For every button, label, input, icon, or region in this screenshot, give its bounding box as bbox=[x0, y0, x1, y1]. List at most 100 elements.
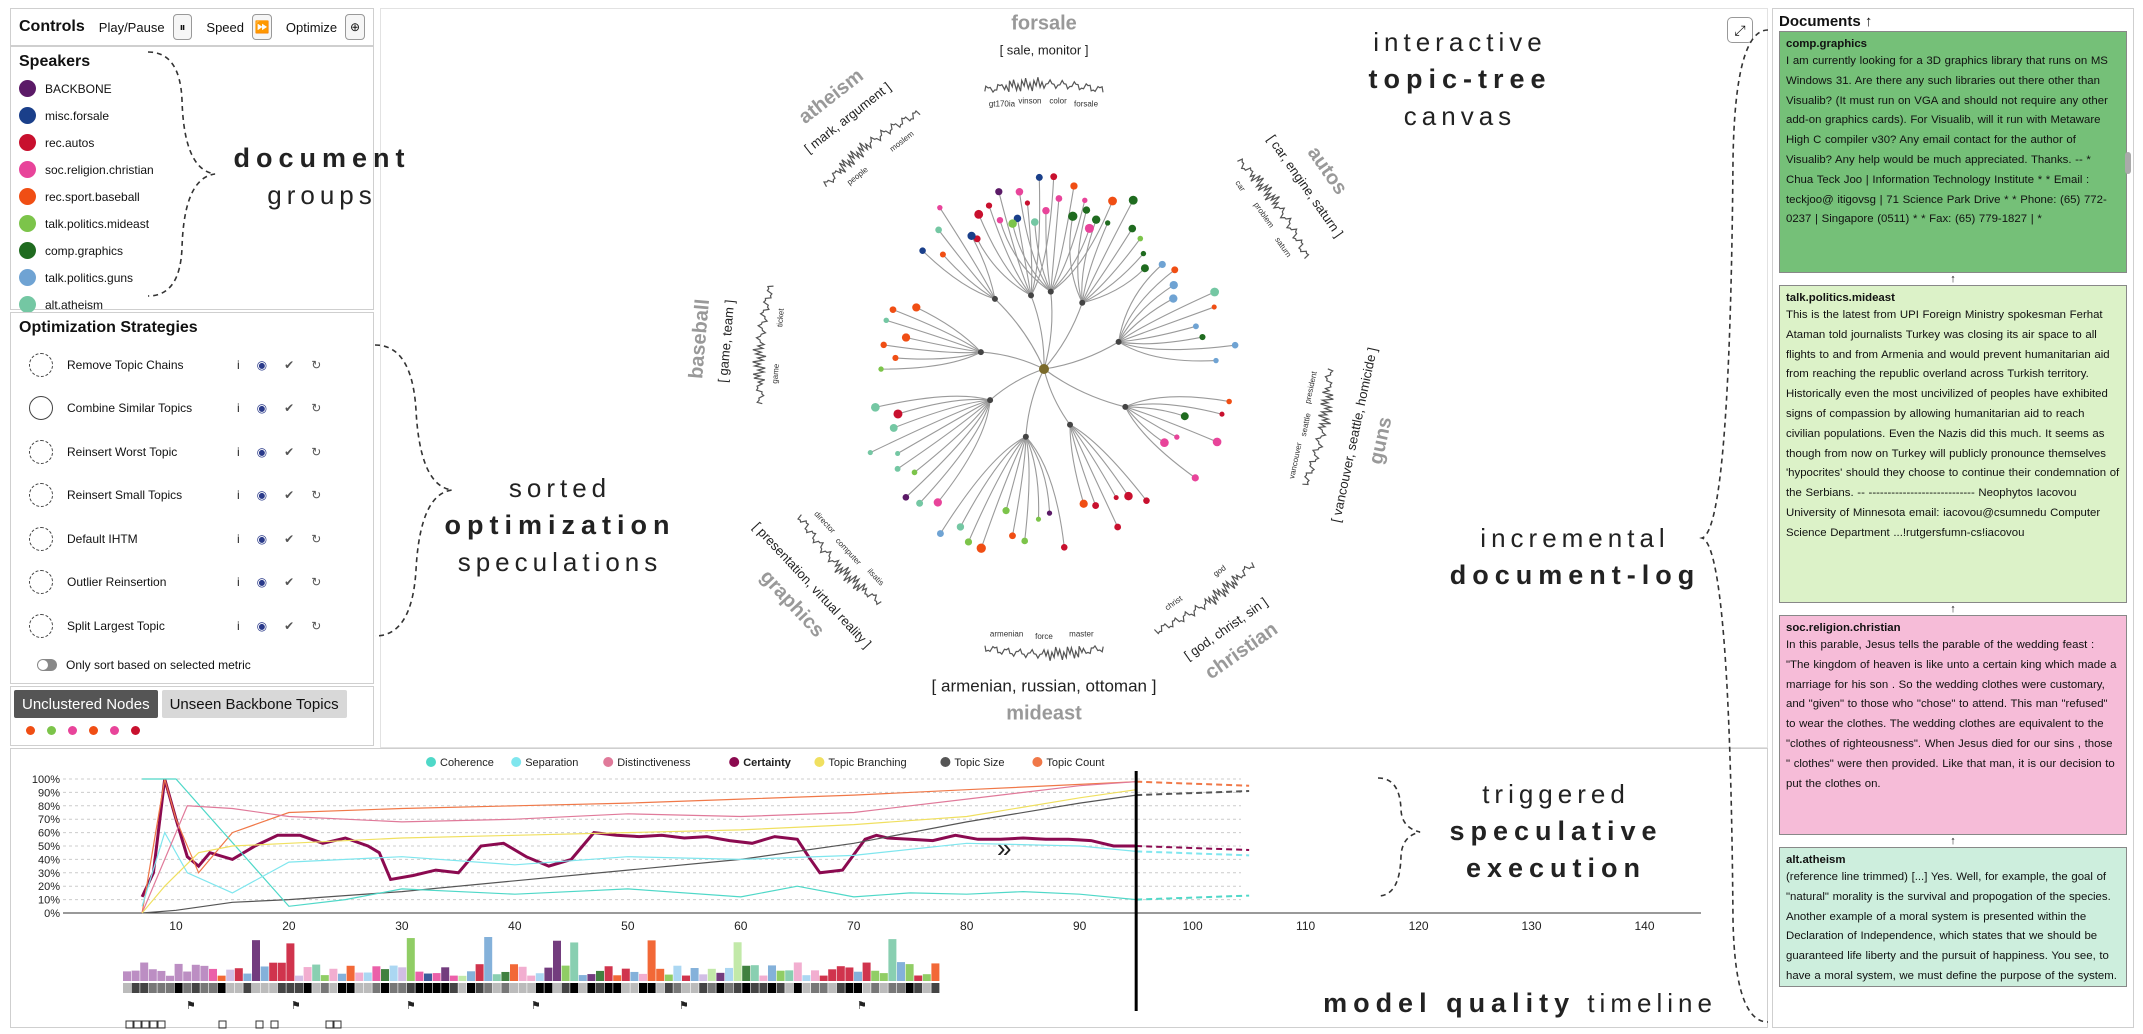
document-cell[interactable] bbox=[226, 983, 235, 993]
document-cell[interactable] bbox=[613, 983, 622, 993]
document-cell[interactable] bbox=[596, 983, 604, 993]
tree-leaf-node[interactable] bbox=[1231, 341, 1239, 349]
tree-leaf-node[interactable] bbox=[912, 303, 921, 312]
document-cell[interactable] bbox=[234, 983, 243, 993]
tree-leaf-node[interactable] bbox=[878, 366, 884, 372]
speaker-item[interactable]: soc.religion.christian bbox=[19, 156, 365, 183]
document-bar[interactable] bbox=[845, 967, 854, 981]
tree-leaf-node[interactable] bbox=[1082, 197, 1088, 203]
document-cell[interactable] bbox=[260, 983, 269, 993]
document-cell[interactable] bbox=[673, 983, 682, 993]
flag-icon[interactable]: ⚑ bbox=[531, 1000, 541, 1012]
tree-leaf-node[interactable] bbox=[1199, 333, 1206, 341]
tree-leaf-node[interactable] bbox=[1002, 507, 1010, 515]
tree-leaf-node[interactable] bbox=[1092, 502, 1100, 509]
event-marker-icon[interactable] bbox=[255, 1020, 264, 1029]
tree-leaf-node[interactable] bbox=[933, 498, 942, 507]
document-cell[interactable] bbox=[621, 983, 630, 993]
document-bar[interactable] bbox=[604, 966, 613, 981]
tree-leaf-node[interactable] bbox=[1015, 187, 1024, 196]
document-bar[interactable] bbox=[277, 962, 286, 981]
tree-leaf-node[interactable] bbox=[1213, 357, 1219, 364]
flag-icon[interactable]: ⚑ bbox=[857, 1000, 867, 1012]
event-marker-icon[interactable] bbox=[218, 1020, 227, 1029]
document-cell[interactable] bbox=[553, 983, 561, 993]
topic-tree-canvas[interactable]: forsale [ sale, monitor ] gt170ia vinson col… bbox=[380, 8, 1768, 748]
info-icon[interactable]: i bbox=[237, 444, 240, 459]
tree-leaf-node[interactable] bbox=[1009, 532, 1016, 540]
legend-label[interactable]: Topic Branching bbox=[828, 757, 906, 769]
tree-hub-node[interactable] bbox=[1115, 338, 1122, 345]
document-cell[interactable] bbox=[716, 983, 725, 993]
document-bar[interactable] bbox=[260, 966, 269, 981]
document-bar[interactable] bbox=[819, 975, 828, 981]
event-marker-icon[interactable] bbox=[125, 1020, 134, 1029]
document-cell[interactable] bbox=[879, 983, 888, 993]
tree-leaf-node[interactable] bbox=[937, 204, 943, 211]
document-bar[interactable] bbox=[424, 973, 432, 981]
document-cell[interactable] bbox=[140, 983, 149, 993]
topic-arc[interactable] bbox=[984, 77, 1104, 94]
tree-leaf-node[interactable] bbox=[1219, 411, 1225, 417]
document-cell[interactable] bbox=[363, 983, 372, 993]
series-line-certainty[interactable] bbox=[140, 778, 1137, 898]
document-bar[interactable] bbox=[148, 969, 157, 981]
tree-leaf-node[interactable] bbox=[996, 216, 1004, 224]
legend-label[interactable]: Distinctiveness bbox=[617, 757, 691, 769]
fullscreen-button[interactable]: ⤢ bbox=[1727, 17, 1753, 43]
document-bar[interactable] bbox=[398, 967, 407, 981]
tree-leaf-node[interactable] bbox=[871, 403, 880, 412]
series-line-distinctiveness[interactable] bbox=[141, 781, 1137, 914]
tree-leaf-node[interactable] bbox=[1035, 516, 1042, 522]
strategy-row[interactable]: Default IHTM i ◉ ✔ ↻ bbox=[19, 517, 365, 561]
eye-icon[interactable]: ◉ bbox=[256, 488, 268, 503]
event-marker-icon[interactable] bbox=[157, 1020, 166, 1029]
topic-arc[interactable] bbox=[797, 514, 882, 606]
document-bar[interactable] bbox=[355, 972, 364, 981]
document-bar[interactable] bbox=[518, 966, 527, 981]
topic-group-name[interactable]: forsale bbox=[1011, 12, 1077, 34]
topic-keywords[interactable]: [ sale, monitor ] bbox=[1000, 42, 1089, 57]
document-cell[interactable] bbox=[527, 983, 536, 993]
tree-leaf-node[interactable] bbox=[1169, 294, 1178, 303]
document-bar[interactable] bbox=[630, 971, 639, 981]
document-cell[interactable] bbox=[776, 983, 785, 993]
unclustered-node-dot[interactable] bbox=[131, 726, 140, 735]
document-cell[interactable] bbox=[647, 983, 656, 993]
info-icon[interactable]: i bbox=[237, 531, 240, 546]
document-bar[interactable] bbox=[802, 975, 811, 981]
document-cell[interactable] bbox=[544, 983, 553, 993]
check-icon[interactable]: ✔ bbox=[284, 357, 295, 372]
document-bar[interactable] bbox=[458, 975, 467, 981]
document-bar[interactable] bbox=[234, 968, 243, 981]
document-cell[interactable] bbox=[449, 983, 458, 993]
tree-leaf-node[interactable] bbox=[1191, 474, 1199, 482]
tree-leaf-node[interactable] bbox=[1091, 215, 1101, 224]
document-cell[interactable] bbox=[535, 983, 544, 993]
tree-leaf-node[interactable] bbox=[894, 465, 901, 472]
topic-arc[interactable] bbox=[752, 285, 774, 405]
tree-leaf-node[interactable] bbox=[1068, 211, 1078, 221]
document-cell[interactable] bbox=[372, 983, 381, 993]
document-bar[interactable] bbox=[690, 968, 699, 981]
flag-icon[interactable]: ⚑ bbox=[291, 1000, 301, 1012]
series-line-coherence[interactable] bbox=[142, 778, 1137, 907]
document-bar[interactable] bbox=[295, 975, 303, 981]
tree-leaf-node[interactable] bbox=[1192, 323, 1199, 330]
document-cell[interactable] bbox=[432, 983, 441, 993]
document-bar[interactable] bbox=[888, 939, 897, 981]
document-cell[interactable] bbox=[183, 983, 192, 993]
tree-leaf-node[interactable] bbox=[895, 450, 901, 457]
tree-leaf-node[interactable] bbox=[1060, 543, 1068, 551]
document-cell[interactable] bbox=[123, 983, 131, 993]
document-cell[interactable] bbox=[441, 983, 450, 993]
document-bar[interactable] bbox=[406, 938, 415, 981]
document-bar[interactable] bbox=[200, 965, 209, 981]
tree-leaf-node[interactable] bbox=[985, 202, 993, 209]
document-cell[interactable] bbox=[381, 983, 389, 993]
event-marker-icon[interactable] bbox=[270, 1020, 279, 1029]
unclustered-node-dot[interactable] bbox=[89, 726, 98, 735]
tree-leaf-node[interactable] bbox=[911, 469, 918, 476]
tree-leaf-node[interactable] bbox=[1082, 206, 1091, 214]
undo-icon[interactable]: ↻ bbox=[311, 618, 322, 633]
